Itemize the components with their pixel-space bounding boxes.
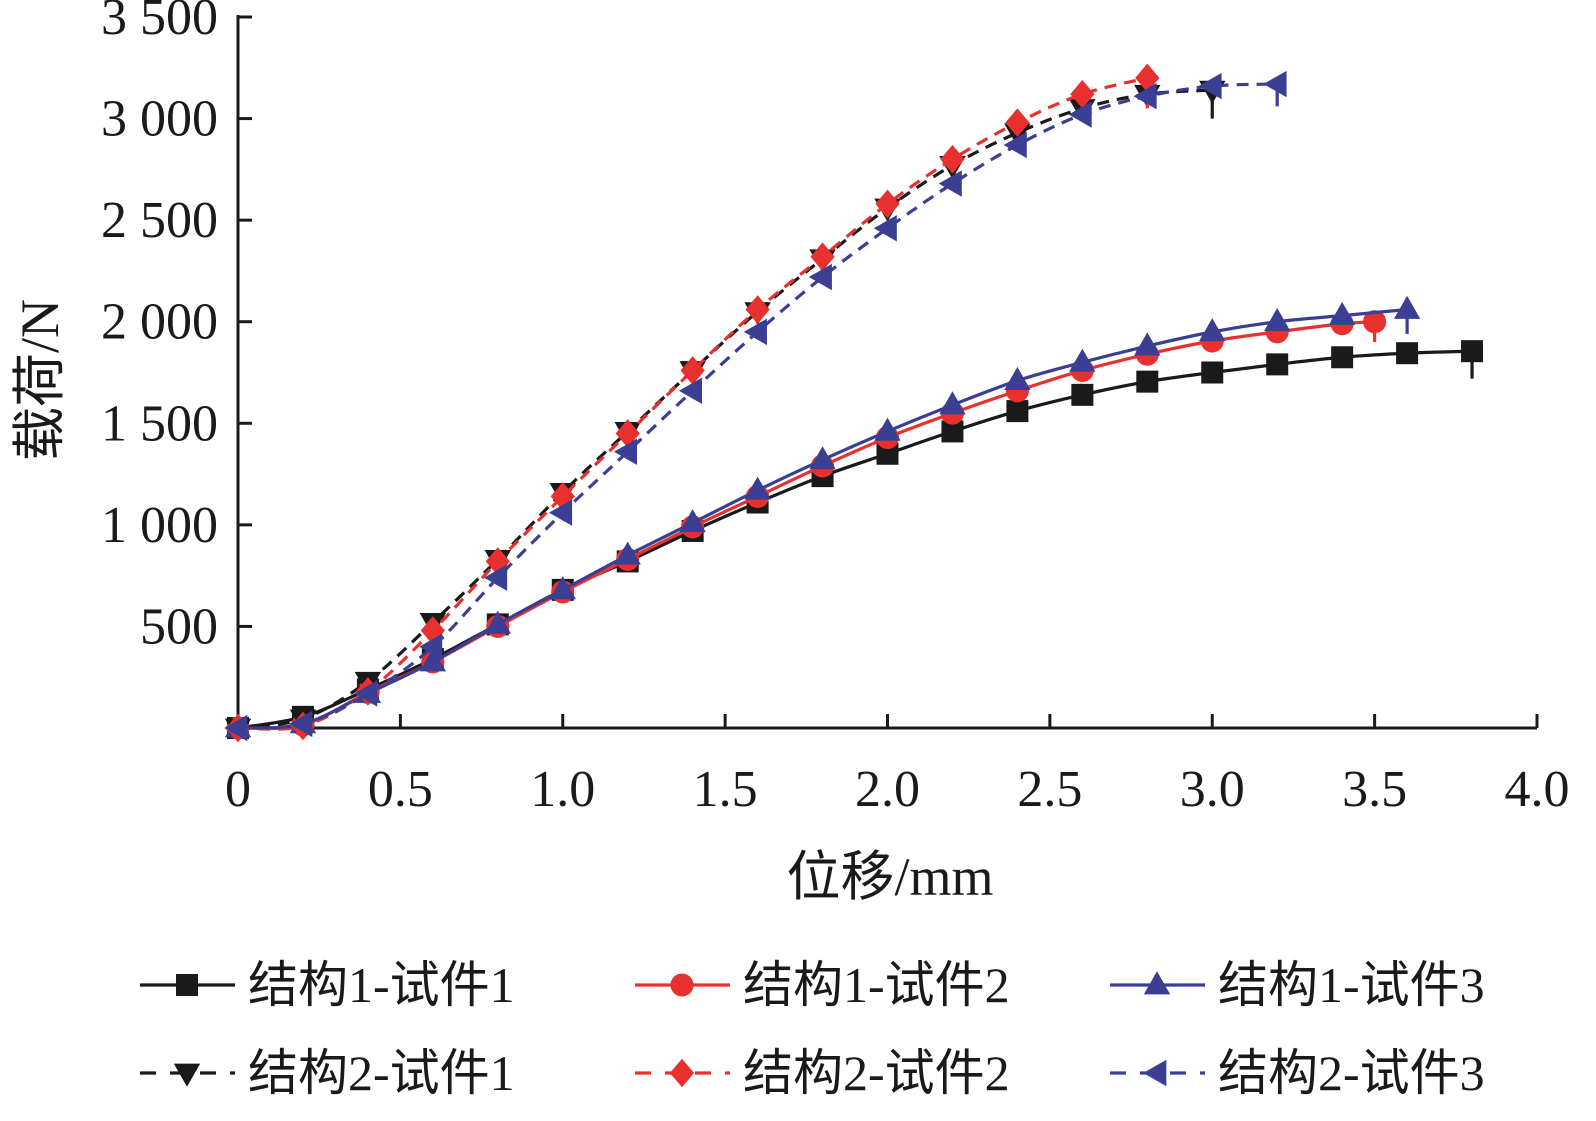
data-point: [1068, 101, 1092, 128]
legend-marker: [173, 1063, 201, 1087]
data-point: [1070, 79, 1095, 109]
y-tick-label: 1 500: [101, 395, 218, 452]
series-line: [237, 88, 1213, 730]
data-point: [874, 417, 901, 441]
legend-label: 结构1-试件1: [248, 957, 515, 1013]
x-tick-label: 2.5: [1017, 761, 1082, 818]
data-point: [678, 377, 702, 404]
data-point: [289, 710, 313, 738]
series-line: [237, 349, 1473, 730]
series-line: [237, 307, 1408, 730]
legend-label: 结构2-试件3: [1218, 1045, 1485, 1101]
series-1: [227, 340, 1484, 739]
data-point: [1461, 340, 1484, 363]
data-point: [1133, 83, 1157, 110]
data-point: [419, 633, 443, 660]
data-point: [1004, 366, 1031, 390]
data-point: [1264, 307, 1291, 332]
legend-marker: [670, 973, 694, 997]
legend: 结构1-试件1 结构1-试件2 结构1-试件3 结构2-试件1 结构2-试件2 结构2-试…: [140, 957, 1485, 1101]
data-point: [679, 509, 706, 533]
y-tick-label: 2 000: [101, 294, 218, 351]
legend-label: 结构2-试件2: [743, 1045, 1010, 1101]
data-point: [745, 295, 770, 324]
legend-item: 结构2-试件2: [635, 1045, 1010, 1101]
series-6: [224, 70, 1287, 742]
data-point: [1003, 131, 1027, 159]
legend-item: 结构2-试件3: [1110, 1045, 1485, 1101]
legend-marker: [176, 974, 198, 996]
data-point: [484, 610, 511, 634]
data-point: [809, 446, 836, 470]
y-tick-label: 1 000: [101, 497, 218, 554]
data-point: [876, 442, 899, 465]
x-tick-label: 2.0: [855, 761, 920, 818]
legend-item: 结构1-试件2: [635, 957, 1010, 1013]
data-point: [1198, 72, 1222, 100]
data-point: [1199, 318, 1226, 342]
x-tick-label: 1.0: [530, 761, 595, 818]
data-point: [1201, 361, 1224, 384]
y-tick-label: 500: [140, 598, 218, 655]
data-point: [940, 144, 965, 174]
data-point: [613, 438, 638, 465]
y-tick-label: 2 500: [101, 192, 218, 249]
data-point: [1396, 342, 1419, 365]
data-point: [224, 714, 248, 742]
series-4: [224, 80, 1226, 742]
data-point: [1328, 301, 1356, 325]
data-point: [614, 541, 641, 565]
data-point: [1134, 332, 1161, 356]
y-tick-label: 3 000: [101, 91, 218, 148]
data-point: [810, 242, 835, 272]
data-point: [354, 680, 378, 707]
data-point: [1393, 295, 1421, 319]
data-point: [484, 564, 508, 591]
x-tick-label: 3.5: [1342, 761, 1407, 818]
data-point: [1005, 108, 1030, 137]
data-point: [419, 648, 447, 672]
y-axis-title: 载荷/N: [10, 299, 70, 461]
data-point: [875, 189, 900, 219]
legend-label: 结构2-试件1: [248, 1045, 515, 1101]
data-point: [549, 499, 573, 526]
data-point: [1331, 346, 1354, 369]
data-point: [1266, 353, 1289, 376]
data-point: [1136, 370, 1159, 393]
data-point: [808, 263, 832, 291]
x-tick-label: 4.0: [1505, 761, 1570, 818]
data-point: [485, 547, 510, 576]
y-tick-label: 3 500: [101, 0, 218, 46]
x-axis-title: 位移/mm: [786, 847, 993, 907]
x-tick-label: 1.5: [693, 761, 758, 818]
legend-marker: [1143, 971, 1171, 995]
data-point: [1006, 400, 1029, 423]
series-layer: [224, 63, 1484, 743]
legend-item: 结构1-试件1: [140, 957, 515, 1013]
data-point: [743, 318, 767, 346]
data-point: [1263, 70, 1287, 98]
legend-label: 结构1-试件3: [1218, 957, 1485, 1013]
legend-label: 结构1-试件2: [743, 957, 1010, 1013]
data-point: [873, 215, 897, 242]
data-point: [744, 476, 771, 500]
data-point: [939, 391, 966, 415]
axes: 500 1 000 1 500 2 000 2 500 3 000 3 500 0 0.5 1.0…: [101, 0, 1570, 818]
data-point: [1363, 310, 1387, 334]
legend-marker: [669, 1058, 695, 1088]
data-point: [1069, 348, 1096, 372]
data-point: [549, 576, 576, 600]
data-point: [938, 170, 962, 197]
legend-marker: [1143, 1059, 1167, 1087]
data-point: [680, 356, 705, 385]
x-tick-label: 0: [225, 761, 251, 818]
x-tick-label: 3.0: [1180, 761, 1245, 818]
legend-item: 结构2-试件1: [140, 1045, 515, 1101]
legend-item: 结构1-试件3: [1110, 957, 1485, 1013]
x-tick-label: 0.5: [368, 761, 433, 818]
data-point: [941, 420, 964, 443]
series-line: [237, 82, 1278, 730]
data-point: [1071, 383, 1094, 406]
